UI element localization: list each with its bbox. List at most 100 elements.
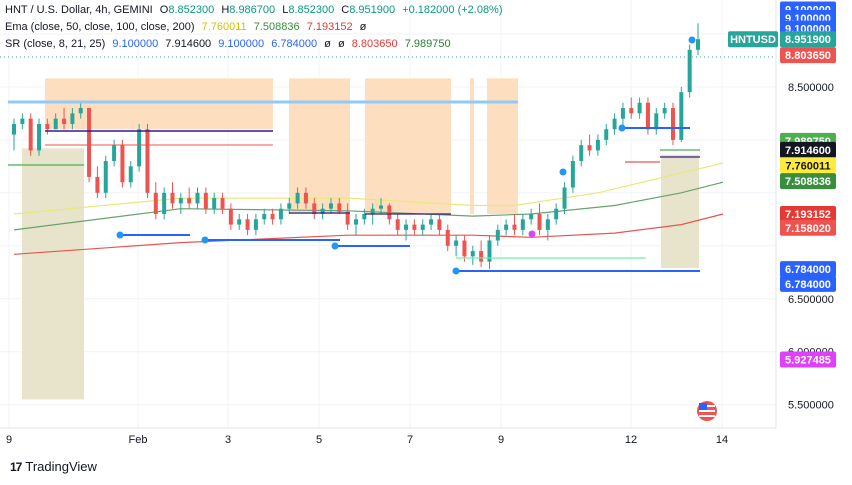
candle-body — [462, 240, 467, 257]
price-label: 7.914600 — [785, 145, 831, 157]
price-label-layer: 9.1000009.1000009.100000HNTUSD8.9519008.… — [728, 1, 836, 368]
candle-body — [545, 219, 550, 230]
x-tick-label: 14 — [716, 434, 728, 446]
candle-body — [53, 118, 58, 130]
candle-body — [587, 145, 592, 151]
price-label-bg — [780, 47, 836, 64]
candle-body — [345, 211, 350, 225]
candle-body — [637, 102, 642, 114]
ohlc-value: 8.951900 — [349, 4, 396, 16]
sr-layer — [0, 36, 776, 275]
ema-layer — [13, 162, 724, 255]
candle-body — [228, 208, 233, 225]
candle-body — [379, 205, 384, 209]
candle-body — [445, 229, 450, 246]
price-label: 7.508836 — [785, 176, 831, 188]
price-label-bg — [780, 351, 836, 368]
ohlc-key: C — [341, 4, 350, 16]
candle-body — [537, 214, 542, 230]
candle-body — [45, 123, 50, 130]
x-tick-label: 7 — [407, 434, 413, 446]
candle-body — [145, 129, 150, 193]
tradingview-logo-icon: 17 — [10, 459, 22, 474]
sr-zone — [45, 78, 273, 130]
x-tick-label: 9 — [498, 434, 504, 446]
ohlc-value: 8.986700 — [229, 4, 276, 16]
candle-body — [395, 219, 400, 230]
sr-marker — [452, 267, 460, 275]
ema100-line — [13, 181, 724, 231]
sr-marker — [116, 231, 124, 239]
sr-value: 6.784000 — [271, 38, 318, 50]
candle-body — [28, 118, 33, 151]
ohlc-key: O — [159, 4, 169, 16]
ohlc-low: L8.852300 — [282, 4, 334, 16]
candle-body — [320, 208, 325, 214]
candle-body — [595, 139, 600, 151]
candle-body — [162, 192, 167, 214]
price-label: 6.784000 — [785, 264, 831, 276]
footer-brand[interactable]: 17 TradingView — [10, 459, 97, 474]
candle-body — [512, 224, 517, 230]
candle-body — [20, 118, 25, 124]
sr-value: ø — [324, 38, 331, 50]
candle-body — [562, 187, 567, 209]
flag-icon[interactable] — [697, 401, 717, 421]
candle-body — [128, 166, 133, 183]
candle-body — [579, 145, 584, 162]
candle-body — [303, 192, 308, 204]
sr-value: 8.803650 — [351, 38, 398, 50]
candle-body — [412, 224, 417, 230]
candle-body — [203, 192, 208, 209]
sr-marker — [688, 36, 696, 44]
candle-body — [362, 214, 367, 220]
price-label-bg — [780, 157, 836, 174]
ohlc-high: H8.986700 — [221, 4, 275, 16]
ema200-line — [13, 213, 724, 255]
legend-sr-row[interactable]: SR (close, 8, 21, 25) 9.100000 7.914600 … — [5, 36, 507, 53]
candle-body — [654, 113, 659, 130]
sr-value: ø — [337, 38, 345, 50]
candle-body — [437, 219, 442, 230]
candle-body — [662, 108, 667, 114]
brand-name: TradingView — [25, 459, 97, 474]
ema50-value: 7.760011 — [201, 21, 247, 33]
ohlc-change: +0.182000 (+2.08%) — [402, 4, 503, 16]
candle-layer — [12, 23, 700, 270]
candle-body — [420, 224, 425, 230]
price-label: HNTUSD — [730, 34, 776, 46]
price-label-bg — [780, 141, 836, 158]
candle-body — [103, 161, 108, 193]
sr-title: SR (close, 8, 21, 25) — [5, 38, 106, 50]
price-label: 5.927485 — [785, 354, 831, 366]
candle-body — [429, 219, 434, 225]
x-tick-label: 3 — [225, 434, 231, 446]
price-label: 7.193152 — [785, 209, 831, 221]
legend-ema-row[interactable]: Ema (close, 50, close, 100, close, 200) … — [5, 19, 507, 36]
ema200-value: 7.193152 — [306, 21, 353, 33]
sr-zone — [22, 148, 84, 400]
candle-body — [245, 219, 250, 230]
candle-body — [620, 108, 625, 119]
candle-body — [504, 224, 509, 230]
price-label-bg — [728, 31, 778, 48]
y-tick-label: 8.500000 — [788, 82, 834, 94]
ohlc-open: O8.852300 — [160, 4, 214, 16]
candle-body — [404, 224, 409, 230]
x-tick-label: 9 — [6, 434, 12, 446]
candle-body — [670, 108, 675, 140]
ohlc-value: 8.852300 — [168, 4, 215, 16]
symbol-title[interactable]: HNT / U.S. Dollar, 4h, GEMINI — [5, 4, 153, 16]
candle-body — [604, 129, 609, 140]
candle-body — [95, 176, 100, 193]
x-tick-label: 5 — [316, 434, 322, 446]
sr-value: 7.914600 — [165, 38, 212, 50]
candle-body — [696, 39, 700, 50]
ema-extra-value: ø — [359, 21, 367, 33]
price-label: 8.803650 — [785, 50, 831, 62]
price-label: 7.760011 — [785, 160, 830, 172]
x-axis[interactable]: 9 Feb 3 5 7 9 12 14 — [6, 434, 728, 446]
y-tick-label: 6.500000 — [788, 294, 834, 306]
candle-body — [262, 214, 267, 220]
